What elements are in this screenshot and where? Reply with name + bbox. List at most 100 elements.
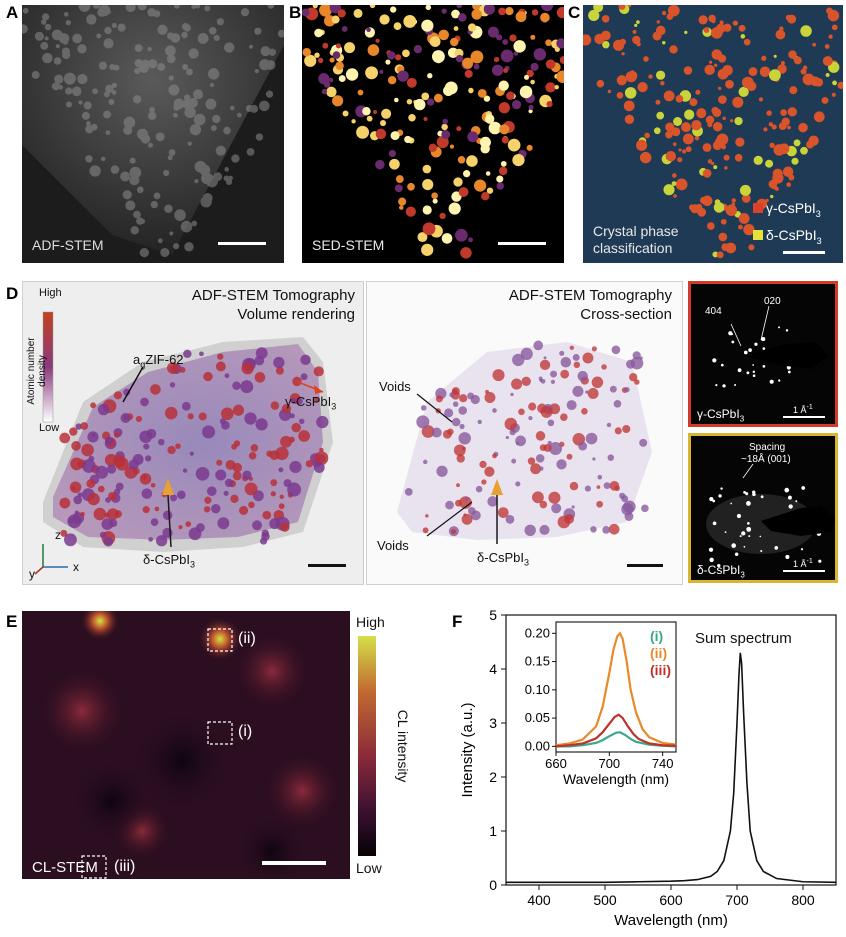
particle xyxy=(473,63,480,70)
particle xyxy=(648,74,653,79)
particle xyxy=(713,63,718,68)
diffraction-spot xyxy=(788,504,793,509)
particle xyxy=(498,102,510,114)
particle xyxy=(545,82,556,93)
particle xyxy=(100,156,106,162)
particle xyxy=(89,165,101,177)
particle xyxy=(408,114,416,122)
particle xyxy=(709,60,713,64)
particle xyxy=(97,403,110,416)
legend-delta-text: δ-CsPbI xyxy=(766,226,817,243)
spacing-label-2: ~18Å (001) xyxy=(741,454,791,465)
legend-gamma-text: γ-CsPbI xyxy=(766,200,816,216)
particle xyxy=(313,397,319,403)
particle xyxy=(500,160,507,167)
particle xyxy=(528,402,537,411)
particle xyxy=(241,362,254,375)
particle xyxy=(713,165,718,170)
particle xyxy=(639,151,652,164)
particle xyxy=(186,68,193,76)
particle xyxy=(556,70,564,83)
particle xyxy=(777,64,787,74)
particle xyxy=(591,346,597,352)
particle xyxy=(166,54,176,64)
particle xyxy=(621,503,634,516)
particle xyxy=(223,175,230,182)
particle xyxy=(204,496,212,504)
particle xyxy=(468,87,474,94)
particle xyxy=(463,170,471,178)
particle xyxy=(65,87,73,95)
particle xyxy=(142,506,150,514)
particle xyxy=(467,23,477,32)
panel-f-letter: F xyxy=(452,612,463,631)
particle xyxy=(690,204,700,214)
particle xyxy=(716,251,724,259)
particle xyxy=(432,198,438,204)
particle xyxy=(224,478,234,488)
particle xyxy=(255,418,268,431)
particle xyxy=(185,521,192,527)
particle xyxy=(472,5,481,10)
particle xyxy=(22,7,29,14)
particle xyxy=(173,5,180,9)
particle xyxy=(487,496,498,507)
particle xyxy=(773,54,777,58)
particle xyxy=(103,38,114,49)
particle xyxy=(140,218,146,224)
particle xyxy=(694,135,700,141)
scale-bar xyxy=(498,242,546,245)
particle xyxy=(689,98,698,107)
roi-iii-box xyxy=(81,855,107,879)
x-tick-label: 500 xyxy=(593,892,617,908)
particle xyxy=(193,113,206,126)
particle xyxy=(304,54,317,67)
particle xyxy=(812,42,817,47)
particle xyxy=(296,398,303,405)
particle xyxy=(590,526,597,533)
particle xyxy=(496,34,503,41)
diffraction-spot xyxy=(734,552,739,557)
gamma-text: γ-CsPbI xyxy=(285,394,332,409)
particle xyxy=(511,458,517,464)
particle xyxy=(769,142,775,148)
panel-b-letter: B xyxy=(289,3,302,22)
particle xyxy=(601,364,607,370)
particle xyxy=(738,213,750,224)
diffraction-spot xyxy=(736,513,742,519)
diff-gamma-sub: 3 xyxy=(739,414,745,424)
particle xyxy=(455,499,462,507)
particle xyxy=(231,154,240,163)
particle xyxy=(230,494,239,503)
diffraction-spot xyxy=(747,522,750,525)
particle xyxy=(82,459,96,473)
particle xyxy=(673,117,683,126)
particle xyxy=(78,5,91,12)
delta-label: δ-CsPbI3 xyxy=(143,552,195,570)
legend-delta-swatch xyxy=(753,229,763,240)
particle xyxy=(511,100,522,110)
inset-x-axis-label: Wavelength (nm) xyxy=(563,771,669,787)
particle xyxy=(655,70,666,80)
particle xyxy=(68,518,74,524)
particle xyxy=(778,122,787,131)
particle xyxy=(153,192,161,200)
particle xyxy=(457,156,466,164)
particle xyxy=(732,20,739,26)
particle xyxy=(609,385,617,393)
particle xyxy=(831,24,838,31)
diff-scale-text: 1 Å-1 xyxy=(793,404,813,415)
particle xyxy=(254,27,262,35)
particle xyxy=(150,200,159,209)
particle xyxy=(624,87,637,99)
particle xyxy=(533,48,547,61)
particle xyxy=(556,38,564,49)
particle xyxy=(556,6,564,19)
particle xyxy=(95,465,109,479)
spacing-label-1: Spacing xyxy=(749,442,786,453)
particle xyxy=(317,57,324,64)
particle xyxy=(622,424,631,434)
particle xyxy=(520,347,533,360)
particle xyxy=(379,14,390,25)
particle xyxy=(143,443,150,450)
